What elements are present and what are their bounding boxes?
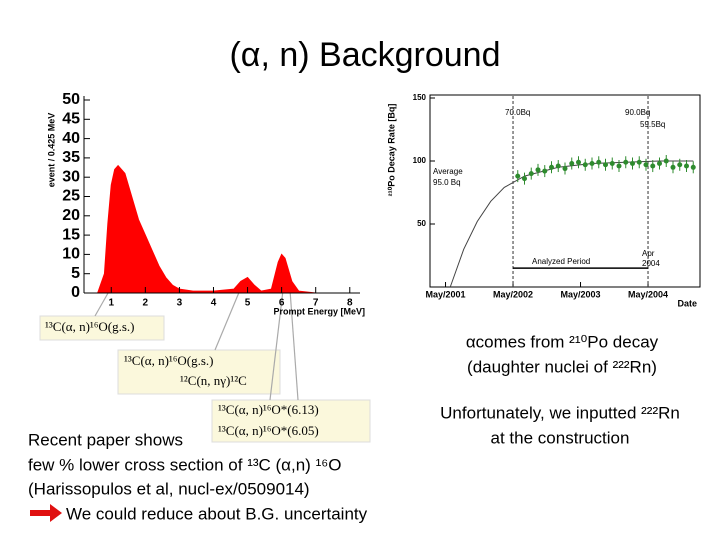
y-tick-label: 30 — [62, 168, 80, 185]
point — [549, 164, 554, 170]
x-tick-label: May/2004 — [628, 289, 668, 299]
point — [609, 161, 615, 167]
annotation: 2004 — [642, 259, 660, 268]
reaction-label: ¹³C(α, n)¹⁶O(g.s.) — [124, 353, 213, 368]
y-tick-label: 150 — [413, 93, 427, 102]
annotation: 95.0 Bq — [433, 178, 461, 187]
annotation: 59.5Bq — [640, 120, 665, 129]
x-tick-label: 1 — [108, 298, 114, 309]
y-tick-label: 10 — [62, 246, 80, 263]
x-tick-label: 3 — [177, 298, 183, 309]
reaction-label: ¹³C(α, n)¹⁶O*(6.13) — [218, 402, 319, 417]
note: Unfortunately, we inputted ²²²Rn — [440, 403, 680, 422]
note: Recent paper shows — [28, 430, 183, 449]
y-tick-label: 50 — [62, 91, 80, 108]
x-tick-label: May/2001 — [426, 289, 466, 299]
point — [616, 163, 622, 169]
point — [562, 166, 568, 172]
point — [643, 162, 649, 168]
y-tick-label: 100 — [413, 156, 427, 165]
y-axis-label: event / 0.425 MeV — [46, 113, 56, 188]
y-tick-label: 5 — [71, 265, 80, 282]
reaction-label: ¹²C(n, nγ)¹²C — [180, 373, 247, 388]
plot-frame — [429, 94, 701, 288]
point — [670, 164, 676, 170]
y-tick-label: 45 — [62, 111, 80, 128]
x-tick-label: 2 — [143, 298, 149, 309]
point — [690, 164, 696, 170]
point — [542, 168, 548, 174]
reaction-label: ¹³C(α, n)¹⁶O(g.s.) — [45, 319, 134, 334]
y-tick-label: 50 — [417, 219, 426, 228]
y-tick-label: 35 — [62, 149, 80, 166]
y-tick-label: 15 — [62, 226, 80, 243]
note: αcomes from ²¹⁰Po decay — [466, 332, 659, 351]
area — [96, 164, 316, 294]
point — [596, 159, 602, 165]
annotation: 90.0Bq — [625, 108, 650, 117]
note: (daughter nuclei of ²²²Rn) — [467, 357, 657, 376]
y-tick-label: 0 — [71, 284, 80, 301]
note: few % lower cross section of ¹³C (α,n) ¹… — [28, 455, 341, 474]
x-axis-label: Date — [677, 298, 697, 308]
point — [603, 162, 608, 168]
annotation: Apr — [642, 249, 655, 258]
point — [657, 161, 662, 167]
x-tick-label: 4 — [211, 298, 217, 309]
x-tick-label: May/2002 — [493, 289, 533, 299]
point — [636, 159, 642, 165]
point — [677, 162, 683, 168]
point — [569, 161, 575, 167]
annotation: 70.0Bq — [505, 108, 530, 117]
x-tick-label: May/2003 — [561, 289, 601, 299]
x-tick-label: 8 — [347, 298, 353, 309]
point — [663, 158, 669, 164]
y-tick-label: 40 — [62, 130, 80, 147]
x-axis-label: Prompt Energy [MeV] — [273, 306, 365, 316]
label-box — [211, 399, 371, 443]
point — [650, 163, 656, 169]
point — [630, 161, 635, 167]
note: at the construction — [491, 428, 630, 447]
y-tick-label: 20 — [62, 207, 80, 224]
point — [535, 167, 541, 173]
y-tick-label: 25 — [62, 188, 80, 205]
x-tick-label: 5 — [245, 298, 251, 309]
point — [515, 173, 521, 179]
reaction-label: ¹³C(α, n)¹⁶O*(6.05) — [218, 423, 319, 438]
point — [555, 163, 561, 169]
note: We could reduce about B.G. uncertainty — [66, 504, 368, 523]
red-arrow — [30, 504, 62, 522]
point — [528, 171, 534, 177]
annotation: Analyzed Period — [532, 257, 590, 266]
label-box — [117, 349, 281, 395]
point — [522, 176, 527, 182]
x-tick-label: 7 — [313, 298, 319, 309]
note: (Harissopulos et al, nucl-ex/0509014) — [28, 479, 310, 498]
point — [623, 159, 629, 165]
point — [589, 161, 595, 167]
point — [582, 162, 588, 168]
annotation: Average — [433, 167, 463, 176]
x-tick-label: 6 — [279, 298, 285, 309]
slide-title: (α, n) Background — [229, 36, 500, 74]
point — [576, 159, 581, 165]
y-axis-label: ²¹⁰Po Decay Rate [Bq] — [386, 104, 396, 197]
label-box — [39, 315, 165, 341]
point — [684, 163, 689, 169]
